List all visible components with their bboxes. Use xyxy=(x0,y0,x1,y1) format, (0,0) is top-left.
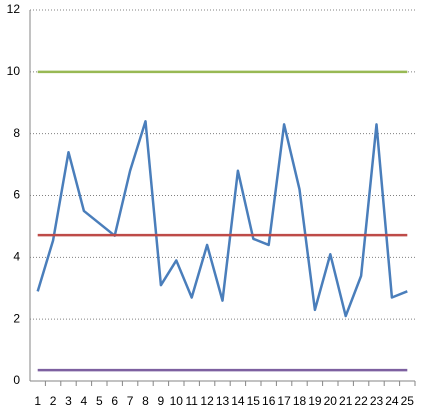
x-tick-label: 20 xyxy=(324,394,338,408)
x-tick-label: 21 xyxy=(339,394,353,408)
y-tick-label: 6 xyxy=(13,188,20,202)
x-tick-label: 12 xyxy=(200,394,214,408)
x-tick-label: 3 xyxy=(65,394,72,408)
x-tick-label: 24 xyxy=(385,394,399,408)
x-tick-label: 8 xyxy=(142,394,149,408)
x-tick-label: 1 xyxy=(34,394,41,408)
x-tick-label: 11 xyxy=(185,394,198,408)
x-tick-label: 25 xyxy=(401,394,415,408)
x-tick-label: 23 xyxy=(370,394,384,408)
y-tick-label: 2 xyxy=(13,311,20,325)
x-tick-label: 15 xyxy=(247,394,261,408)
series-line xyxy=(36,120,408,318)
y-tick-label: 0 xyxy=(13,373,20,387)
y-tick-label: 8 xyxy=(13,126,20,140)
x-tick-label: 10 xyxy=(170,394,184,408)
x-tick-label: 17 xyxy=(277,394,291,408)
y-tick-label: 10 xyxy=(7,64,21,78)
x-tick-label: 7 xyxy=(127,394,134,408)
x-tick-label: 9 xyxy=(158,394,165,408)
x-tick-label: 4 xyxy=(81,394,88,408)
x-tick-label: 18 xyxy=(293,394,307,408)
x-tick-label: 5 xyxy=(96,394,103,408)
x-tick-label: 19 xyxy=(308,394,322,408)
x-tick-label: 13 xyxy=(216,394,230,408)
x-tick-label: 16 xyxy=(262,394,276,408)
x-tick-label: 2 xyxy=(50,394,57,408)
x-tick-label: 22 xyxy=(354,394,368,408)
x-tick-label: 6 xyxy=(111,394,118,408)
x-tick-label: 14 xyxy=(231,394,245,408)
y-tick-label: 12 xyxy=(7,2,21,16)
y-tick-label: 4 xyxy=(13,250,20,264)
